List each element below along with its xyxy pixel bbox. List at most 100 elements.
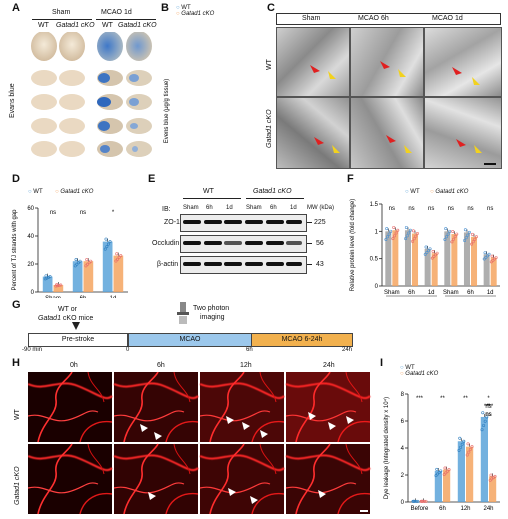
- data-point: [446, 232, 450, 236]
- panel-c-header-box: [276, 13, 501, 25]
- data-point: [444, 227, 448, 231]
- data-point: [474, 235, 478, 239]
- panel-label-b: B: [161, 2, 169, 14]
- panel-e-lane-4: Sham: [246, 205, 262, 211]
- data-point: [445, 469, 449, 473]
- data-point: [457, 448, 461, 452]
- x-tick-label: 1d: [487, 290, 494, 296]
- panel-e-lane-6: 1d: [290, 205, 297, 211]
- panel-e-row-occludin: Occludin: [152, 240, 180, 247]
- panel-a-col-cko-1: Gatad1 cKO: [56, 22, 95, 29]
- data-point: [450, 240, 454, 244]
- bar: [489, 476, 497, 502]
- y-tick-label: 0.5: [370, 257, 379, 263]
- legend-d-cko: ○ Gatad1 cKO: [55, 189, 94, 195]
- legend-i-cko-label: Gatad1 cKO: [405, 371, 439, 377]
- bar: [444, 231, 451, 286]
- y-tick-label: 1: [375, 229, 379, 235]
- data-point: [76, 261, 80, 265]
- panel-label-e: E: [148, 173, 156, 185]
- band: [245, 241, 263, 245]
- panel-h-col-0h: 0h: [70, 362, 78, 369]
- data-point: [436, 472, 440, 476]
- panel-h-images: [28, 372, 376, 516]
- panel-e-ib: IB:: [162, 206, 171, 213]
- bar: [53, 285, 64, 292]
- panel-a-group-sham-line: [32, 19, 92, 20]
- data-point: [85, 258, 89, 262]
- panel-e-group-cko: Gatad1 cKO: [253, 188, 292, 195]
- data-point: [470, 232, 474, 236]
- panel-c-col-1d: MCAO 1d: [432, 15, 463, 22]
- y-tick-label: 40: [27, 234, 34, 240]
- data-point: [463, 238, 467, 242]
- legend-i-cko: ○ Gatad1 cKO: [400, 371, 439, 377]
- data-point: [425, 251, 429, 255]
- bar: [424, 248, 431, 286]
- bar: [102, 241, 113, 292]
- bar: [420, 501, 428, 502]
- significance-label: *: [487, 404, 490, 410]
- data-point: [55, 283, 59, 287]
- legend-d-wt: ○ WT: [28, 189, 43, 195]
- data-point: [467, 230, 471, 234]
- panel-a-col-wt-2: WT: [102, 22, 113, 29]
- mw-tick: [307, 222, 312, 223]
- em-tile-wt-sham: [276, 27, 350, 97]
- data-point: [405, 234, 409, 238]
- blot-strip-occludin: [180, 235, 307, 253]
- y-axis-label: Evens blue (μg/g tissue): [164, 79, 170, 144]
- y-axis-label: Relative protein level (fold change): [350, 199, 356, 291]
- data-point: [460, 442, 464, 446]
- data-point: [468, 447, 472, 451]
- timeline-late: MCAO 6-24h: [251, 333, 353, 347]
- bar: [490, 257, 497, 286]
- significance-label: ns: [448, 206, 454, 212]
- panel-d-legend: ○ WT ○ Gatad1 cKO: [28, 180, 93, 198]
- significance-label: ns: [467, 206, 473, 212]
- panel-h-col-24h: 24h: [323, 362, 335, 369]
- y-tick-label: 8: [401, 392, 405, 398]
- data-point: [420, 499, 424, 503]
- legend-f-wt: ○ WT: [405, 189, 420, 195]
- panel-e-group-wt-line: [183, 198, 241, 199]
- bar: [42, 276, 53, 292]
- band: [204, 220, 222, 224]
- data-point: [391, 237, 395, 241]
- panel-label-d: D: [12, 173, 20, 185]
- timeline-tick-0: -90 min: [22, 347, 43, 353]
- data-point: [481, 411, 485, 415]
- arrow-down-icon: [72, 322, 80, 330]
- data-point: [480, 428, 484, 432]
- x-tick-label: 12h: [460, 506, 470, 512]
- significance-label: **: [440, 396, 445, 402]
- band: [286, 262, 302, 266]
- blot-strip-actin: [180, 256, 307, 274]
- em-tile-wt-1d: [424, 27, 502, 97]
- band: [183, 220, 201, 224]
- data-point: [75, 262, 79, 266]
- data-point: [465, 453, 469, 457]
- data-point: [463, 228, 467, 232]
- em-tile-cko-1d: [424, 97, 502, 169]
- legend-cko-label: Gatad1 cKO: [181, 11, 215, 17]
- panel-b-legend: ○ WT ○ Gatad1 cKO: [176, 5, 214, 17]
- legend-cko: ○ Gatad1 cKO: [176, 11, 215, 17]
- significance-label: ns: [485, 412, 491, 418]
- panel-h-row-cko: Gatad1 cKO: [14, 466, 21, 505]
- bar: [411, 501, 419, 502]
- y-axis-label: Percent of TJ strands with gap: [12, 209, 18, 291]
- bar: [483, 254, 490, 286]
- data-point: [462, 439, 466, 443]
- panel-h-col-6h: 6h: [157, 362, 165, 369]
- timeline-mcao: MCAO: [128, 333, 252, 347]
- data-point: [464, 236, 468, 240]
- panel-e-mw-225: 225: [314, 219, 326, 226]
- data-point: [115, 252, 119, 256]
- data-point: [114, 259, 118, 263]
- data-point: [428, 247, 432, 251]
- bar: [457, 441, 465, 502]
- panel-e-lane-3: 1d: [226, 205, 233, 211]
- bar: [434, 470, 442, 502]
